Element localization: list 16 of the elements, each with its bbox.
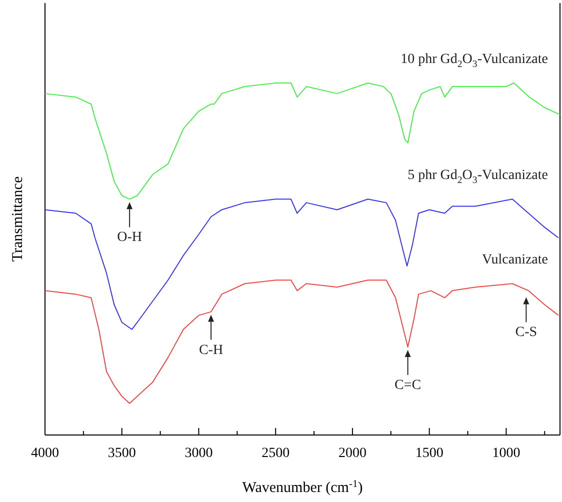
annotation: C-S [515, 325, 538, 340]
series-label: 10 phr Gd$_{2}$O$_{3}$-Vulcanizate [400, 52, 548, 70]
x-tick-label: 1000 [492, 446, 520, 461]
series-label: 5 phr Gd$_{2}$O$_{3}$-Vulcanizate [408, 168, 548, 186]
annotation: O-H [117, 230, 142, 246]
x-tick-label: 2500 [262, 446, 290, 461]
series-label: Vulcanizate [482, 252, 548, 268]
x-tick-label: 4000 [31, 446, 59, 461]
x-tick-label: 2000 [338, 446, 366, 461]
x-tick-label: 3500 [108, 446, 136, 461]
annotation: C=C [394, 378, 422, 393]
x-tick-label: 3000 [184, 446, 213, 461]
annotation: C-H [198, 342, 224, 358]
x-tick-label: 1500 [415, 446, 444, 461]
y-axis-title: Transmittance [10, 176, 26, 262]
x-axis-title: Wavenumber (cm$^{-1}$) [242, 479, 363, 496]
